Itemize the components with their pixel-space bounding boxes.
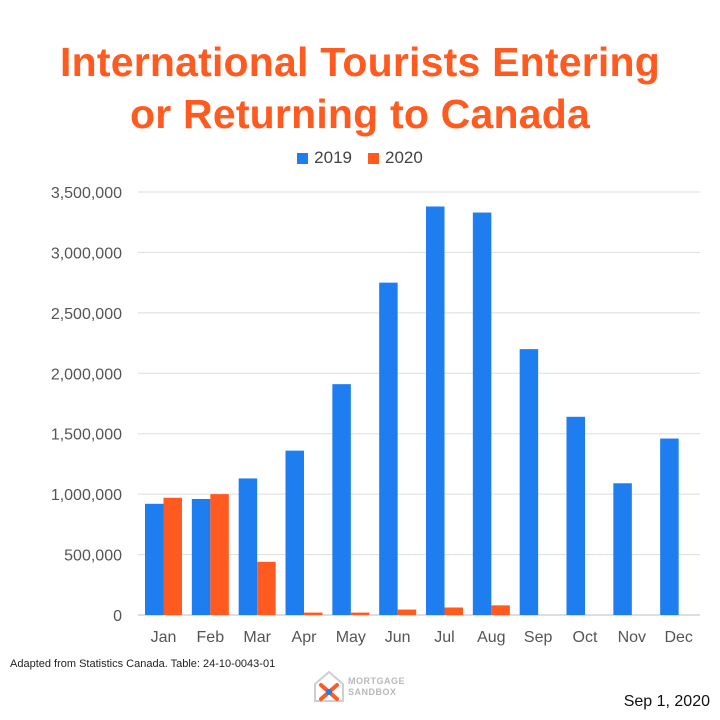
source-note: Adapted from Statistics Canada. Table: 2… [10,658,276,670]
bar-2019-jan [145,503,164,615]
gridlines [138,191,700,616]
bar-2019-dec [660,438,679,615]
legend-label-2019: 2019 [314,148,352,167]
y-tick-label: 2,500,000 [51,306,122,323]
logo-text-mortgage: MORTGAGE [348,676,405,686]
legend-label-2020: 2020 [385,148,423,167]
y-tick-label: 500,000 [64,548,122,565]
bar-2020-jul [444,607,463,615]
bar-2019-nov [613,483,632,615]
bar-2020-jun [397,609,417,615]
legend-swatch-2020 [368,152,379,164]
legend-item-2019: 2019 [297,148,352,168]
bar-2020-may [350,612,370,615]
bar-2020-jan [163,497,182,615]
mortgage-sandbox-logo: MORTGAGE SANDBOX [312,664,422,708]
bar-2020-apr [304,612,323,615]
y-tick-label: 3,000,000 [51,245,122,262]
chart-title: International Tourists Entering or Retur… [0,36,720,140]
bar-2020-aug [491,605,510,615]
bar-2019-feb [191,498,211,615]
y-tick-label: 0 [113,608,122,625]
x-tick-label-oct: Oct [573,629,598,646]
x-tick-label-dec: Dec [664,629,692,646]
publish-date: Sep 1, 2020 [623,693,710,710]
chart-legend: 2019 2020 [0,148,720,168]
bar-2019-sep [519,349,539,615]
x-tick-label-jun: Jun [385,629,411,646]
bar-2020-feb [210,494,229,615]
bar-chart: 0 500,000 1,000,000 1,500,000 2,000,000 2,500… [51,185,700,646]
chart-title-line-2: or Returning to Canada [130,91,590,137]
bar-2019-oct [566,416,585,615]
bar-2019-jul [426,206,445,615]
bar-2019-mar [238,478,258,615]
house-x-logo-icon [314,670,344,702]
legend-swatch-2019 [297,152,309,164]
x-tick-label-feb: Feb [197,629,225,646]
x-tick-label-nov: Nov [618,629,646,646]
chart-title-line-1: International Tourists Entering [60,39,660,85]
legend-item-2020: 2020 [368,148,423,168]
bar-2019-may [332,384,351,615]
logo-text-sandbox: SANDBOX [348,687,397,697]
x-tick-label-sep: Sep [524,629,553,646]
x-tick-label-may: May [336,629,366,646]
x-tick-label-aug: Aug [477,629,505,646]
bar-2019-jun [379,282,398,615]
y-axis-ticks: 0 500,000 1,000,000 1,500,000 2,000,000 2,500… [51,185,122,625]
y-tick-label: 2,000,000 [51,366,122,383]
bar-2019-apr [285,450,304,615]
y-tick-label: 3,500,000 [51,185,122,202]
x-tick-label-jul: Jul [434,629,454,646]
x-tick-label-jan: Jan [151,629,177,646]
bars [145,206,679,615]
y-tick-label: 1,000,000 [51,487,122,504]
bar-2020-mar [257,561,276,615]
x-axis-ticks: Jan Feb Mar Apr May Jun Jul Aug Sep Oct Nov Dec [151,629,693,646]
x-tick-label-mar: Mar [243,629,271,646]
y-tick-label: 1,500,000 [51,427,122,444]
bar-2019-aug [472,212,492,615]
x-tick-label-apr: Apr [292,629,318,646]
